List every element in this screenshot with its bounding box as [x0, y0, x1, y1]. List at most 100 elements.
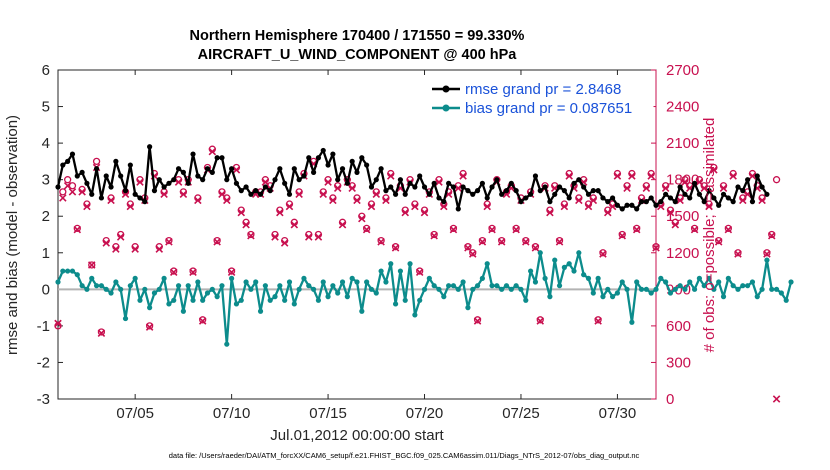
rmse-point	[330, 151, 336, 157]
rmse-point	[368, 184, 375, 190]
rmse-point	[556, 184, 563, 190]
bias-point	[277, 283, 283, 289]
rmse-point	[677, 184, 683, 190]
obs-possible-point	[213, 236, 221, 245]
obs-assimilated-point	[483, 202, 491, 211]
rmse-point	[455, 206, 461, 212]
bias-point	[701, 283, 707, 289]
bias-point	[634, 279, 640, 285]
rmse-point	[754, 173, 760, 179]
rmse-point	[354, 169, 360, 175]
rmse-point	[609, 195, 616, 201]
y-axis-label-right: # of obs: o=possible; ×=assimilated	[701, 118, 718, 353]
obs-assimilated-point	[68, 188, 77, 196]
rmse-point	[759, 184, 765, 190]
obs-assimilated-point	[271, 233, 279, 241]
obs-assimilated-point	[367, 202, 376, 211]
bias-point	[648, 290, 654, 296]
bias-point	[373, 290, 379, 296]
bias-point	[301, 275, 307, 281]
obs-assimilated-point	[179, 190, 188, 199]
bias-point	[122, 315, 129, 322]
rmse-point	[701, 199, 707, 205]
bias-point	[127, 283, 133, 289]
bias-point	[214, 294, 220, 300]
chart-title: Northern Hemisphere 170400 / 171550 = 99…	[190, 28, 525, 44]
bias-point	[609, 294, 616, 300]
obs-assimilated-point	[305, 233, 313, 241]
bias-point	[696, 275, 703, 281]
rmse-point	[315, 155, 322, 161]
y-right-tick-label: 2700	[666, 62, 699, 79]
obs-assimilated-point	[121, 190, 130, 199]
obs-assimilated-point	[719, 184, 728, 192]
obs-assimilated-point	[116, 233, 125, 241]
bias-point	[262, 283, 268, 289]
rmse-point	[98, 195, 105, 201]
bias-point	[69, 268, 76, 274]
rmse-point	[108, 184, 114, 190]
obs-assimilated-point	[131, 245, 139, 253]
bias-point	[624, 286, 630, 292]
bias-point	[619, 279, 625, 285]
rmse-point	[465, 188, 471, 194]
rmse-point	[282, 180, 288, 186]
obs-possible-point	[599, 249, 607, 257]
obs-assimilated-point	[160, 190, 168, 199]
x-tick-label: 07/20	[406, 405, 444, 422]
rmse-point	[190, 151, 196, 157]
obs-assimilated-point	[449, 225, 458, 234]
rmse-point	[79, 169, 85, 175]
x-tick-label: 07/30	[599, 405, 637, 422]
y-right-tick-label: 0	[666, 391, 674, 408]
rmse-point	[272, 177, 278, 183]
bias-point	[229, 275, 235, 281]
bias-point	[667, 290, 674, 296]
rmse-point	[262, 184, 268, 190]
bias-point	[566, 261, 572, 267]
bias-point	[354, 279, 360, 285]
data-layer	[54, 144, 794, 403]
rmse-point	[711, 195, 717, 201]
obs-assimilated-point	[604, 208, 612, 217]
obs-assimilated-point	[575, 196, 583, 205]
obs-possible-point	[97, 328, 106, 336]
rmse-point	[60, 162, 66, 168]
rmse-point	[137, 195, 143, 201]
obs-assimilated-point	[642, 184, 651, 192]
obs-assimilated-point	[522, 238, 530, 246]
bias-point	[508, 286, 514, 292]
rmse-point	[243, 184, 249, 190]
rmse-point	[508, 180, 514, 186]
y-tick-label: 4	[42, 135, 50, 152]
obs-assimilated-point	[555, 238, 564, 246]
bias-point	[484, 261, 490, 267]
obs-assimilated-point	[208, 147, 217, 156]
y-right-tick-label: 300	[666, 354, 691, 371]
bias-point	[113, 279, 119, 285]
bias-point	[147, 305, 153, 311]
obs-possible-point	[170, 267, 178, 275]
bias-point	[407, 261, 413, 267]
obs-possible-point	[416, 267, 424, 275]
y-tick-label: 0	[42, 281, 50, 298]
bias-point	[60, 268, 66, 274]
bias-point	[605, 286, 611, 292]
rmse-point	[320, 147, 326, 154]
obs-assimilated-point	[314, 233, 323, 241]
obs-assimilated-point	[729, 172, 737, 180]
rmse-point	[291, 166, 297, 172]
bias-point	[426, 275, 432, 281]
rmse-point	[687, 195, 693, 201]
obs-assimilated-point	[213, 238, 221, 246]
bias-point	[378, 268, 384, 274]
rmse-point	[421, 184, 428, 190]
bias-point	[364, 279, 370, 285]
bias-point	[460, 279, 466, 285]
obs-assimilated-point	[83, 202, 91, 211]
bias-point	[629, 319, 635, 325]
obs-assimilated-point	[459, 172, 467, 180]
bias-point	[137, 297, 143, 303]
rmse-point	[576, 177, 582, 183]
obs-assimilated-point	[126, 202, 135, 211]
